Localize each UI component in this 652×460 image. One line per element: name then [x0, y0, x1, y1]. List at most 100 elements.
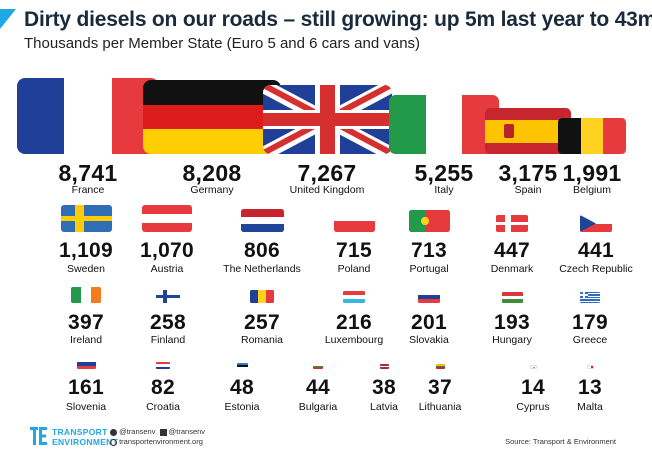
country-label: Slovakia [409, 334, 449, 346]
greece-flag [580, 292, 600, 303]
spain-flag [485, 108, 571, 154]
country-label: United Kingdom [289, 184, 365, 196]
latvia-flag [380, 364, 389, 369]
bulgaria-flag [313, 364, 323, 369]
value-label: 1,991 [562, 160, 622, 186]
value-label: 1,109 [58, 239, 114, 262]
value-label: 258 [150, 311, 186, 334]
portugal-flag [409, 210, 450, 232]
value-label: 13 [578, 376, 602, 399]
value-label: 447 [494, 239, 530, 262]
belgium-flag [558, 118, 626, 154]
france-flag [17, 78, 159, 154]
country-label: Ireland [69, 334, 103, 346]
chart-title: Dirty diesels on our roads – still growi… [24, 8, 652, 31]
country-label: Estonia [224, 401, 260, 413]
country-label: Finland [150, 334, 186, 346]
country-label: Latvia [369, 401, 399, 413]
country-label: Malta [577, 401, 603, 413]
value-label: 441 [578, 239, 614, 262]
hungary-flag [502, 292, 523, 303]
logo-line-2: ENVIRONMENT [52, 437, 119, 447]
country-label: Austria [150, 263, 184, 275]
country-label: Portugal [409, 263, 449, 275]
value-label: 713 [411, 239, 447, 262]
te-logo: TRANSPORT & ENVIRONMENT [30, 425, 220, 451]
country-label: Sweden [67, 263, 105, 275]
estonia-flag [237, 363, 248, 369]
country-label: Bulgaria [298, 401, 338, 413]
country-label: Croatia [146, 401, 180, 413]
country-label: Romania [240, 334, 284, 346]
slovakia-flag [418, 291, 440, 303]
country-label: Italy [434, 184, 454, 196]
value-label: 14 [521, 376, 545, 399]
country-label: Greece [572, 334, 608, 346]
website-link[interactable]: transportenvironment.org [119, 437, 203, 446]
uk-flag [263, 85, 392, 154]
twitter-icon [110, 428, 117, 436]
sweden-flag [61, 205, 112, 232]
value-label: 179 [572, 311, 608, 334]
social-links: @transenv @transenv transportenvironment… [110, 427, 205, 447]
value-label: 216 [336, 311, 372, 334]
chart-subtitle: Thousands per Member State (Euro 5 and 6… [24, 35, 421, 52]
value-label: 3,175 [498, 160, 558, 186]
country-label: France [71, 184, 105, 196]
netherlands-flag [241, 209, 284, 232]
country-label: Slovenia [65, 401, 107, 413]
country-label: Denmark [490, 263, 534, 275]
twitter-handle[interactable]: @transenv [119, 427, 156, 436]
logo-wordmark: TRANSPORT & ENVIRONMENT [52, 427, 118, 447]
czech-flag [580, 215, 612, 232]
source-note: Source: Transport & Environment [505, 437, 616, 446]
austria-flag [142, 205, 192, 232]
logo-line-1: TRANSPORT & [52, 427, 117, 437]
country-label: Poland [337, 263, 371, 275]
croatia-flag [156, 362, 170, 369]
value-label: 161 [68, 376, 104, 399]
romania-flag [250, 290, 274, 303]
ireland-flag [71, 287, 101, 303]
country-label: Cyprus [516, 401, 550, 413]
facebook-icon [159, 428, 167, 436]
luxembourg-flag [343, 291, 365, 303]
value-label: 8,208 [182, 160, 242, 186]
country-label: Hungary [492, 334, 532, 346]
value-label: 715 [336, 239, 372, 262]
value-label: 201 [411, 311, 447, 334]
country-label: Spain [514, 184, 542, 196]
malta-flag [587, 365, 594, 369]
cyprus-flag [530, 365, 537, 369]
value-label: 82 [151, 376, 175, 399]
value-label: 806 [244, 239, 280, 262]
value-label: 37 [428, 376, 452, 399]
globe-icon [110, 438, 117, 446]
country-label: Luxembourg [324, 334, 384, 346]
value-label: 38 [372, 376, 396, 399]
germany-flag [143, 80, 281, 154]
country-label: The Netherlands [223, 263, 301, 275]
italy-flag [389, 95, 499, 154]
poland-flag [334, 210, 375, 232]
country-label: Czech Republic [559, 263, 633, 275]
value-label: 193 [494, 311, 530, 334]
value-label: 257 [244, 311, 280, 334]
country-label: Germany [190, 184, 234, 196]
te-logo-icon [30, 427, 47, 445]
lithuania-flag [436, 364, 445, 369]
value-label: 5,255 [414, 160, 474, 186]
country-label: Lithuania [418, 401, 462, 413]
value-label: 44 [306, 376, 330, 399]
value-label: 8,741 [58, 160, 118, 186]
facebook-handle[interactable]: @transenv [168, 427, 206, 436]
value-label: 7,267 [297, 160, 357, 186]
value-label: 48 [230, 376, 254, 399]
denmark-flag [496, 215, 528, 232]
value-label: 397 [68, 311, 104, 334]
value-label: 1,070 [139, 239, 195, 262]
slovenia-flag [77, 359, 96, 369]
finland-flag [156, 290, 180, 303]
